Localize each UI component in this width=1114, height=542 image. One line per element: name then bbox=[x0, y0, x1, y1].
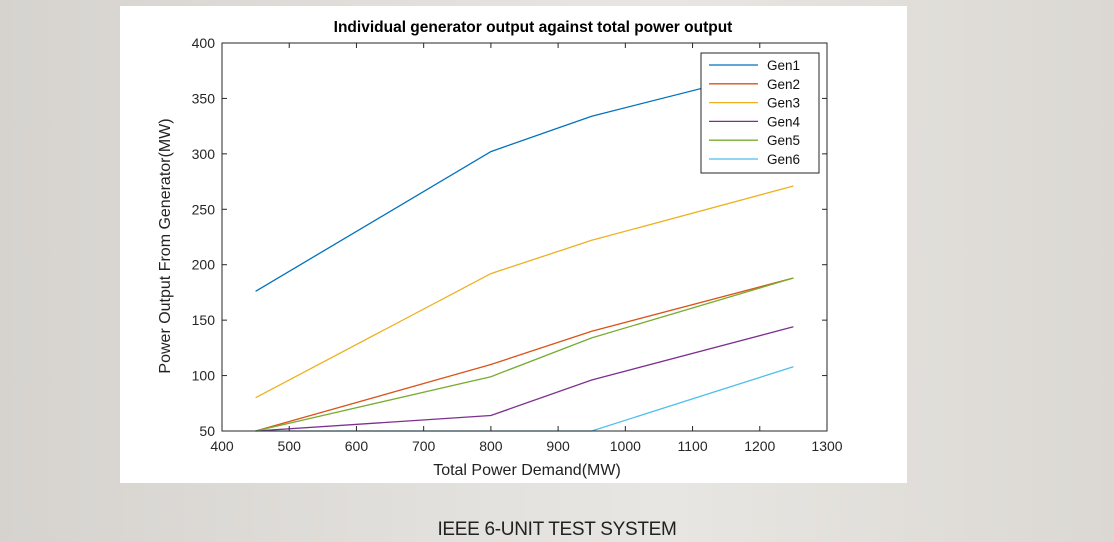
series-line-gen5 bbox=[255, 277, 794, 432]
y-tick-label: 300 bbox=[192, 146, 216, 162]
line-chart: Individual generator output against tota… bbox=[157, 19, 843, 479]
legend-box bbox=[700, 52, 820, 174]
y-tick-label: 50 bbox=[199, 423, 215, 439]
legend: Gen1 Gen2 Gen3 Gen4 Gen5 Gen6 bbox=[700, 52, 820, 174]
x-tick-label: 700 bbox=[412, 438, 436, 454]
y-tick-label: 250 bbox=[192, 201, 216, 217]
series-line-gen2 bbox=[255, 277, 794, 432]
x-tick-label: 1200 bbox=[744, 438, 775, 454]
x-tick-label: 1100 bbox=[678, 438, 708, 454]
y-tick-label: 400 bbox=[192, 35, 216, 51]
legend-label-gen5: Gen5 bbox=[767, 133, 800, 148]
x-tick-label: 1300 bbox=[811, 438, 842, 454]
plot-frame bbox=[221, 42, 828, 432]
legend-label-gen4: Gen4 bbox=[767, 114, 801, 129]
x-tick-label: 800 bbox=[479, 438, 503, 454]
legend-label-gen1: Gen1 bbox=[767, 58, 800, 73]
x-tick-label: 1000 bbox=[610, 438, 641, 454]
x-tick-label: 600 bbox=[345, 438, 369, 454]
y-tick-label: 150 bbox=[192, 312, 216, 328]
axis-ticks: 400 500 600 700 800 900 1000 1100 1200 1300 50 100 1… bbox=[192, 35, 843, 454]
legend-label-gen2: Gen2 bbox=[767, 77, 800, 92]
y-tick-label: 350 bbox=[192, 90, 216, 106]
figure-panel: Individual generator output against tota… bbox=[120, 6, 907, 483]
series-line-gen1 bbox=[255, 64, 794, 292]
series-line-gen3 bbox=[255, 185, 794, 399]
series-line-gen4 bbox=[255, 326, 794, 432]
legend-label-gen3: Gen3 bbox=[767, 96, 800, 111]
legend-label-gen6: Gen6 bbox=[767, 152, 800, 167]
series-line-gen6 bbox=[255, 366, 794, 432]
chart-title: Individual generator output against tota… bbox=[334, 19, 733, 36]
x-tick-label: 900 bbox=[546, 438, 570, 454]
x-tick-label: 400 bbox=[210, 438, 234, 454]
y-tick-label: 200 bbox=[192, 257, 216, 273]
x-axis-label: Total Power Demand(MW) bbox=[433, 462, 621, 479]
y-tick-label: 100 bbox=[192, 368, 216, 384]
x-tick-label: 500 bbox=[278, 438, 302, 454]
slide-caption: IEEE 6-UNIT TEST SYSTEM bbox=[437, 519, 677, 540]
y-axis-label: Power Output From Generator(MW) bbox=[157, 118, 174, 373]
